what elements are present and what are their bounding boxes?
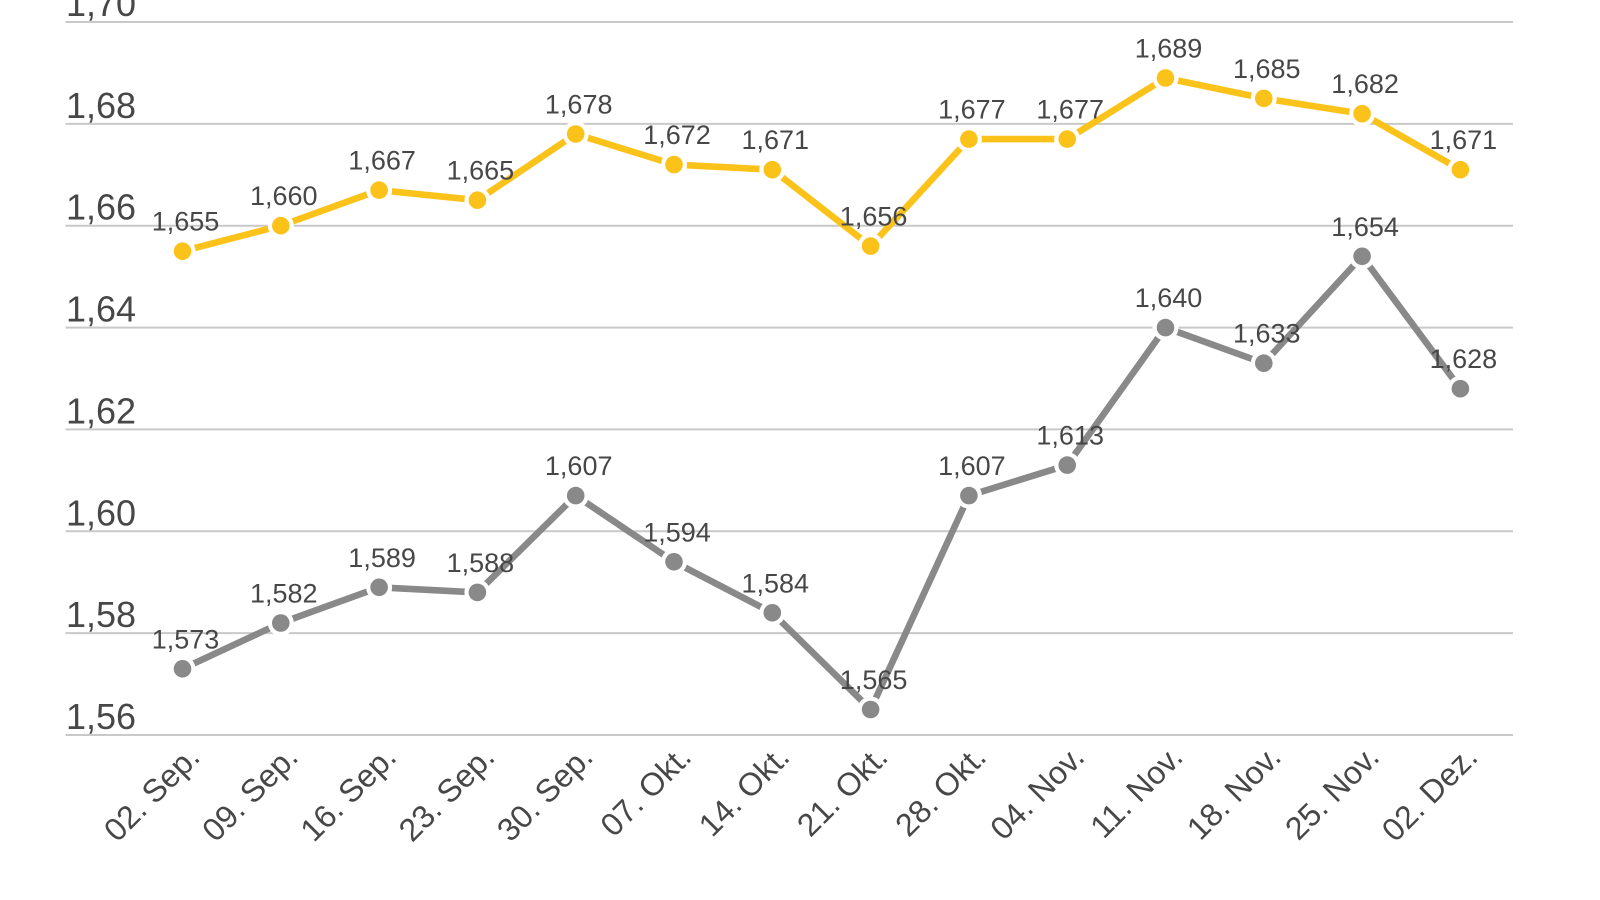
svg-text:1,667: 1,667 <box>348 146 416 176</box>
svg-text:1,70: 1,70 <box>66 0 136 24</box>
svg-text:1,62: 1,62 <box>66 390 136 431</box>
svg-text:1,689: 1,689 <box>1135 34 1203 64</box>
svg-text:1,613: 1,613 <box>1036 421 1104 451</box>
svg-text:1,672: 1,672 <box>643 120 711 150</box>
svg-text:1,573: 1,573 <box>152 624 220 654</box>
svg-text:1,665: 1,665 <box>447 156 515 186</box>
svg-text:1,64: 1,64 <box>66 289 136 330</box>
svg-text:1,654: 1,654 <box>1331 212 1399 242</box>
svg-text:1,671: 1,671 <box>1430 125 1498 155</box>
svg-text:1,589: 1,589 <box>348 543 416 573</box>
svg-text:1,628: 1,628 <box>1430 344 1498 374</box>
svg-text:1,685: 1,685 <box>1233 54 1301 84</box>
svg-text:1,656: 1,656 <box>840 202 908 232</box>
svg-text:1,677: 1,677 <box>1036 95 1104 125</box>
svg-text:1,607: 1,607 <box>545 451 613 481</box>
svg-text:1,60: 1,60 <box>66 492 136 533</box>
svg-text:1,655: 1,655 <box>152 207 220 237</box>
svg-text:1,660: 1,660 <box>250 181 318 211</box>
svg-text:1,66: 1,66 <box>66 187 136 228</box>
svg-text:1,588: 1,588 <box>447 548 515 578</box>
svg-text:1,671: 1,671 <box>742 125 810 155</box>
svg-text:1,678: 1,678 <box>545 90 613 120</box>
svg-text:1,682: 1,682 <box>1331 69 1399 99</box>
svg-text:1,640: 1,640 <box>1135 283 1203 313</box>
svg-text:1,565: 1,565 <box>840 665 908 695</box>
svg-text:1,607: 1,607 <box>938 451 1006 481</box>
svg-text:1,68: 1,68 <box>66 85 136 126</box>
svg-text:1,633: 1,633 <box>1233 319 1301 349</box>
svg-text:1,584: 1,584 <box>742 568 810 598</box>
svg-text:1,582: 1,582 <box>250 579 318 609</box>
svg-text:1,677: 1,677 <box>938 95 1006 125</box>
svg-text:1,56: 1,56 <box>66 696 136 737</box>
svg-text:1,58: 1,58 <box>66 594 136 635</box>
svg-text:1,594: 1,594 <box>643 517 711 547</box>
